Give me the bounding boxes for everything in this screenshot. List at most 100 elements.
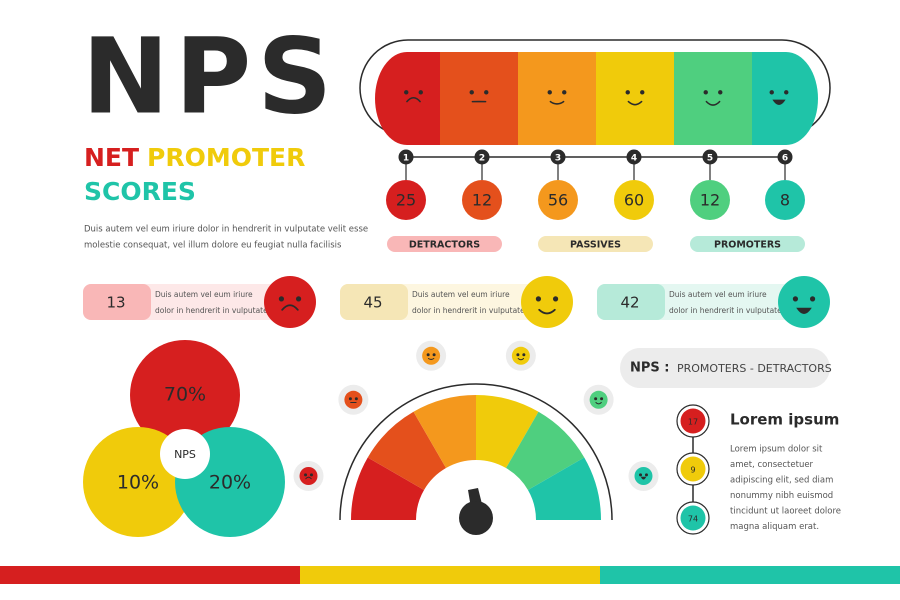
description: Duis autem vel eum iriure dolor in hendr… [84, 225, 368, 235]
formula-label: NPS : [630, 361, 670, 376]
value-label: 12 [472, 191, 492, 210]
gauge-segment [506, 411, 585, 490]
face-mouth [517, 357, 525, 361]
group-label: PROMOTERS [714, 240, 781, 251]
side-dot [680, 456, 706, 482]
face-eye [426, 353, 430, 357]
footer-bar [600, 566, 900, 584]
side-body: nonummy nibh euismod [730, 491, 833, 501]
side-title: Lorem ipsum [730, 411, 839, 429]
card-number-box [83, 284, 151, 320]
side-body: adipiscing elit, sed diam [730, 476, 833, 486]
scale-segment [375, 52, 440, 145]
step-label: 2 [479, 154, 485, 164]
card-value: 13 [106, 294, 125, 312]
face-mouth [427, 357, 435, 360]
value-circle [462, 180, 502, 220]
face-mouth [305, 476, 312, 480]
side-body: Lorem ipsum dolor sit [730, 445, 823, 455]
face-eye [295, 296, 302, 302]
footer-bar [300, 566, 600, 584]
step-label: 3 [555, 154, 561, 164]
face [511, 346, 530, 365]
card-text: dolor in hendrerit in vulputate [412, 306, 525, 315]
step-label: 1 [403, 154, 409, 164]
value-label: 25 [396, 191, 416, 210]
value-label: 8 [780, 191, 790, 210]
face [521, 276, 573, 328]
card-number-box [597, 284, 665, 320]
card-text: Duis autem vel eum iriure [669, 290, 767, 299]
venn-label: 10% [117, 472, 159, 494]
venn-center [160, 429, 210, 479]
step-marker [398, 149, 414, 165]
face-eye [484, 90, 489, 95]
card-value: 42 [620, 294, 639, 312]
face-eye [469, 90, 474, 95]
description: molestie consequat, vel illum dolore eu … [84, 241, 342, 251]
face-mouth [640, 476, 647, 480]
side-number: 17 [688, 418, 698, 427]
formula-text: PROMOTERS - DETRACTORS [677, 362, 832, 375]
group-pill [538, 236, 653, 252]
venn-label: 20% [209, 472, 251, 494]
venn-circle [130, 340, 240, 450]
face-eye [354, 397, 358, 401]
card-text: Duis autem vel eum iriure [412, 290, 510, 299]
card-text: dolor in hendrerit in vulputate [155, 306, 268, 315]
side-body: amet, consectetuer [730, 460, 814, 470]
group-pill [690, 236, 805, 252]
step-label: 5 [707, 154, 713, 164]
face-mouth [406, 96, 421, 103]
side-dot [680, 505, 706, 531]
face-eye [309, 473, 313, 477]
scale-segment [596, 52, 674, 145]
step-marker [777, 149, 793, 165]
value-label: 60 [624, 191, 644, 210]
face [344, 390, 363, 409]
face-eye [640, 90, 645, 95]
face-eye [522, 353, 526, 357]
face-mouth [627, 100, 643, 106]
scale-segment [440, 52, 518, 145]
value-label: 56 [548, 191, 568, 210]
scale-segment [752, 52, 818, 145]
face-eye [552, 296, 559, 302]
face-mouth [796, 307, 812, 314]
face [778, 276, 830, 328]
face-eye [809, 296, 816, 302]
side-number: 9 [690, 466, 695, 475]
scale-segment [674, 52, 752, 145]
side-number: 74 [688, 515, 698, 524]
face-eye [769, 90, 774, 95]
face-eye [594, 397, 598, 401]
face [299, 467, 318, 486]
formula-pill [620, 348, 830, 388]
title: NPS [82, 15, 338, 137]
gauge-outline [339, 383, 613, 521]
scale-segment [518, 52, 596, 145]
group-pill [387, 236, 502, 252]
value-label: 12 [700, 191, 720, 210]
card-number-box [340, 284, 408, 320]
step-marker [550, 149, 566, 165]
face-eye [348, 397, 352, 401]
needle-hub [459, 501, 493, 535]
step-label: 6 [782, 154, 788, 164]
side-body: tincidunt ut laoreet dolore [730, 507, 841, 517]
face [589, 390, 608, 409]
face-eye [535, 296, 542, 302]
face-eye [547, 90, 552, 95]
side-dot [680, 408, 706, 434]
value-circle [690, 180, 730, 220]
step-marker [474, 149, 490, 165]
value-circle [765, 180, 805, 220]
face-eye [718, 90, 723, 95]
face-eye [600, 397, 604, 401]
face [264, 276, 316, 328]
face-mouth [772, 99, 786, 105]
face-eye [562, 90, 567, 95]
face [634, 467, 653, 486]
face-eye [792, 296, 799, 302]
step-label: 4 [631, 154, 637, 164]
